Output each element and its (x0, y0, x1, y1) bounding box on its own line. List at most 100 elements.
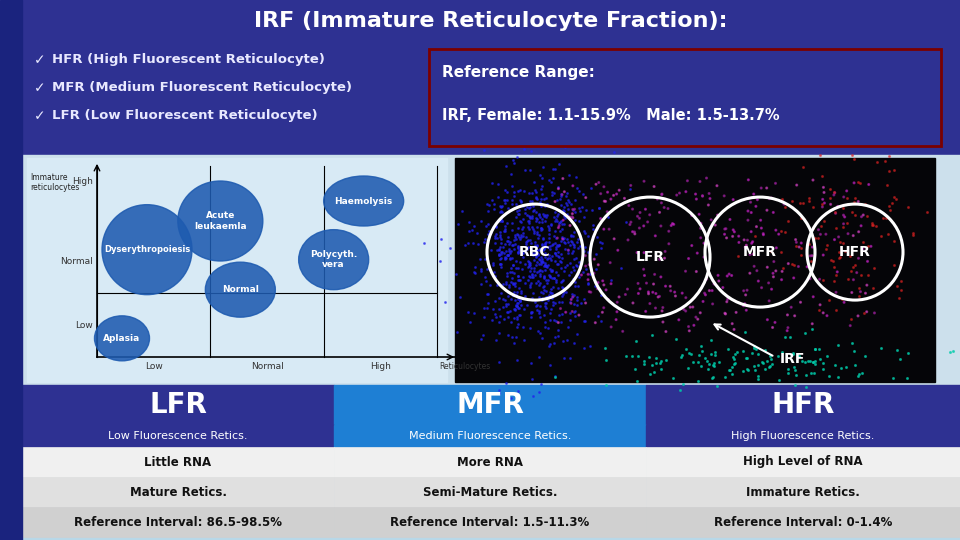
Text: Reticulocytes: Reticulocytes (439, 362, 491, 371)
Point (475, 330, 491, 339)
Point (852, 369, 867, 378)
Point (759, 184, 775, 192)
Point (766, 273, 781, 281)
Point (645, 288, 660, 296)
Point (536, 244, 551, 252)
Point (669, 191, 684, 199)
Point (443, 244, 458, 253)
Point (812, 151, 828, 160)
Point (548, 239, 564, 248)
Point (764, 359, 780, 368)
Point (655, 303, 670, 312)
Point (513, 198, 528, 207)
Point (564, 289, 580, 298)
Point (580, 231, 595, 240)
Point (546, 273, 562, 282)
Bar (22, 425, 334, 447)
Point (681, 254, 696, 263)
Point (558, 239, 573, 247)
Point (636, 221, 652, 230)
Point (511, 299, 526, 307)
Point (505, 291, 520, 300)
Point (484, 246, 499, 254)
Point (543, 288, 559, 297)
Point (828, 288, 844, 296)
Point (529, 252, 544, 260)
Point (571, 272, 587, 281)
Point (552, 195, 567, 204)
Point (492, 239, 508, 247)
Point (530, 251, 545, 259)
Point (539, 261, 554, 270)
Point (505, 225, 520, 234)
Point (553, 249, 568, 258)
Point (788, 242, 804, 251)
Point (588, 319, 603, 327)
Point (552, 227, 567, 236)
Point (881, 167, 897, 176)
Point (659, 327, 674, 336)
Point (547, 217, 563, 225)
Point (558, 143, 573, 151)
Point (846, 231, 861, 240)
Point (497, 186, 513, 194)
Point (786, 274, 802, 282)
Point (754, 224, 769, 232)
Point (693, 342, 708, 350)
Text: Aplasia: Aplasia (104, 334, 140, 343)
Point (851, 372, 866, 380)
Bar (22, 507, 334, 537)
Point (526, 229, 541, 238)
Point (489, 230, 504, 238)
Point (621, 201, 636, 210)
Point (552, 159, 567, 168)
Point (461, 308, 476, 316)
Point (678, 267, 693, 275)
Point (524, 212, 540, 220)
Point (514, 287, 529, 296)
Point (600, 188, 615, 197)
Point (541, 176, 557, 184)
Point (860, 271, 876, 279)
Point (554, 283, 569, 292)
Point (595, 276, 611, 285)
Point (499, 237, 515, 246)
Point (795, 357, 810, 366)
Point (491, 358, 506, 367)
Point (510, 294, 525, 303)
Point (547, 165, 563, 174)
Point (853, 212, 869, 221)
Point (724, 370, 739, 379)
Point (465, 226, 480, 234)
Point (492, 227, 508, 236)
Ellipse shape (178, 181, 263, 261)
Point (845, 151, 860, 159)
Point (494, 248, 510, 256)
Point (513, 258, 528, 266)
Point (507, 313, 522, 322)
Point (528, 246, 543, 254)
Point (573, 299, 588, 307)
Point (506, 304, 521, 313)
Point (547, 373, 563, 382)
Point (522, 323, 538, 332)
Point (510, 299, 525, 307)
Point (576, 247, 591, 255)
Point (545, 165, 561, 173)
Point (543, 220, 559, 229)
Point (737, 299, 753, 308)
Point (550, 248, 565, 256)
Point (564, 200, 579, 208)
Text: Immature Retics.: Immature Retics. (746, 485, 860, 498)
Point (812, 300, 828, 309)
Point (515, 225, 530, 234)
Point (633, 285, 648, 293)
Point (805, 358, 821, 367)
Bar (334, 477, 646, 507)
Bar (334, 425, 646, 447)
Point (707, 362, 722, 370)
Text: Dyserythropoiesis: Dyserythropoiesis (104, 245, 190, 254)
Point (852, 292, 867, 300)
Point (588, 265, 604, 274)
Point (562, 271, 577, 279)
